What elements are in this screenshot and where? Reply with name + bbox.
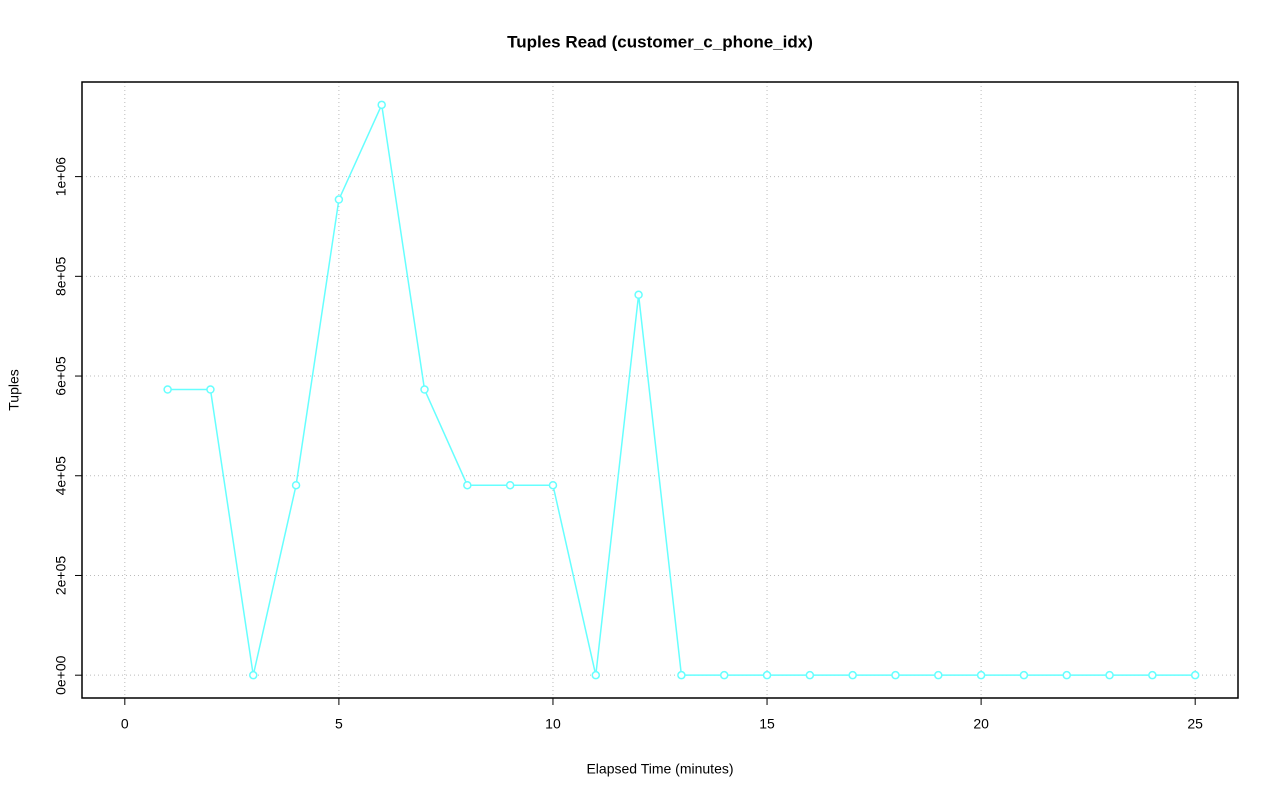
x-tick-label: 5	[335, 716, 343, 732]
data-point	[548, 480, 558, 490]
data-point	[1062, 670, 1071, 680]
x-tick-label: 20	[973, 716, 989, 732]
data-point	[934, 670, 943, 680]
data-point	[291, 480, 301, 490]
data-point	[463, 480, 472, 490]
y-tick-label: 8e+05	[53, 256, 69, 296]
x-axis-title: Elapsed Time (minutes)	[586, 761, 733, 777]
plot-frame	[81, 81, 1239, 699]
data-point	[206, 385, 215, 394]
y-axis-title: Tuples	[6, 369, 22, 411]
data-point	[1148, 670, 1157, 680]
y-tick-label: 4e+05	[53, 456, 69, 496]
x-tick-label: 10	[545, 716, 561, 732]
data-point	[719, 670, 729, 680]
data-point	[1190, 670, 1200, 680]
y-tick-label: 2e+05	[53, 556, 69, 596]
data-point	[420, 385, 429, 394]
data-point	[505, 480, 515, 490]
series-line	[167, 102, 1196, 676]
data-point	[1105, 670, 1114, 680]
chart-title: Tuples Read (customer_c_phone_idx)	[507, 32, 813, 51]
x-tick-label: 25	[1187, 716, 1203, 732]
data-point	[634, 290, 643, 300]
y-tick-label: 1e+06	[53, 157, 69, 197]
y-tick-label: 0e+00	[53, 655, 69, 695]
x-tick-label: 15	[759, 716, 775, 732]
data-point	[1019, 670, 1029, 680]
data-point	[377, 100, 386, 110]
y-tick-label: 6e+05	[53, 356, 69, 396]
data-point	[334, 195, 344, 204]
x-tick-label: 0	[121, 716, 129, 732]
data-point	[677, 670, 686, 680]
data-point	[591, 670, 601, 680]
data-point	[805, 670, 815, 680]
data-point	[249, 670, 258, 680]
data-point	[976, 670, 986, 680]
data-point	[891, 670, 900, 680]
data-point	[848, 670, 857, 680]
data-point	[762, 670, 772, 680]
data-point	[163, 385, 172, 394]
